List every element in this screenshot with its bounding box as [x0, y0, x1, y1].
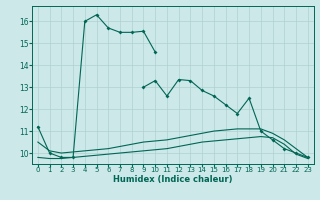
X-axis label: Humidex (Indice chaleur): Humidex (Indice chaleur)	[113, 175, 233, 184]
